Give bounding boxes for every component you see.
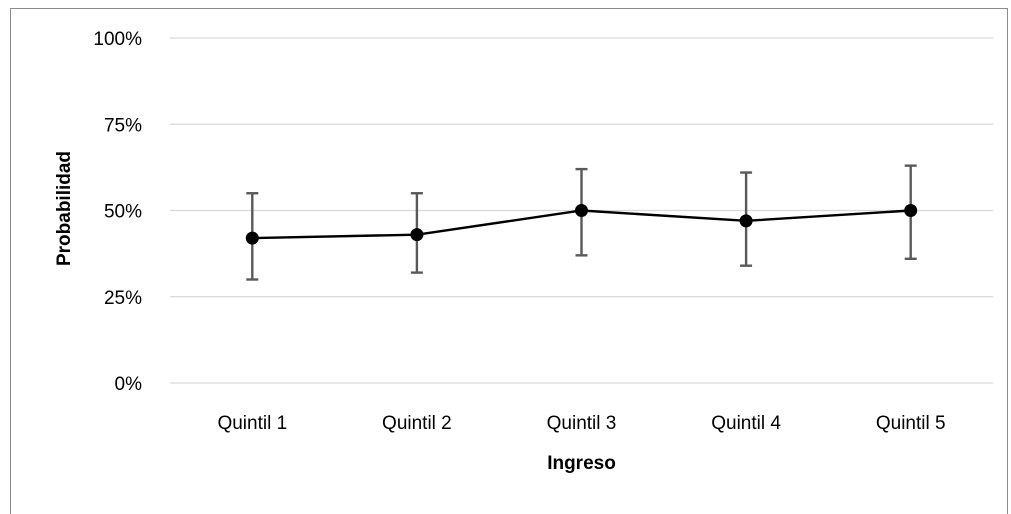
data-point	[739, 214, 753, 228]
y-tick-label: 50%	[104, 202, 142, 223]
x-tick-label: Quintil 5	[876, 413, 946, 434]
error-bars	[246, 164, 917, 281]
y-tick-labels: 0% 25% 50% 75% 100%	[93, 29, 142, 395]
data-points	[245, 204, 918, 245]
x-tick-label: Quintil 4	[711, 413, 781, 434]
y-tick-label: 0%	[115, 374, 143, 395]
x-tick-labels: Quintil 1 Quintil 2 Quintil 3 Quintil 4 Quin…	[217, 413, 945, 434]
y-tick-label: 75%	[104, 115, 142, 136]
x-tick-label: Quintil 1	[217, 413, 287, 434]
chart-frame	[10, 8, 1008, 514]
x-tick-label: Quintil 3	[547, 413, 617, 434]
y-tick-label: 25%	[104, 288, 142, 309]
data-point	[410, 228, 424, 242]
data-point	[245, 231, 259, 245]
data-point	[575, 204, 588, 217]
data-point	[904, 204, 918, 217]
y-axis-title: Probabilidad	[54, 151, 75, 266]
x-tick-label: Quintil 2	[382, 413, 452, 434]
y-tick-label: 100%	[93, 29, 142, 50]
x-axis-title: Ingreso	[547, 453, 616, 474]
